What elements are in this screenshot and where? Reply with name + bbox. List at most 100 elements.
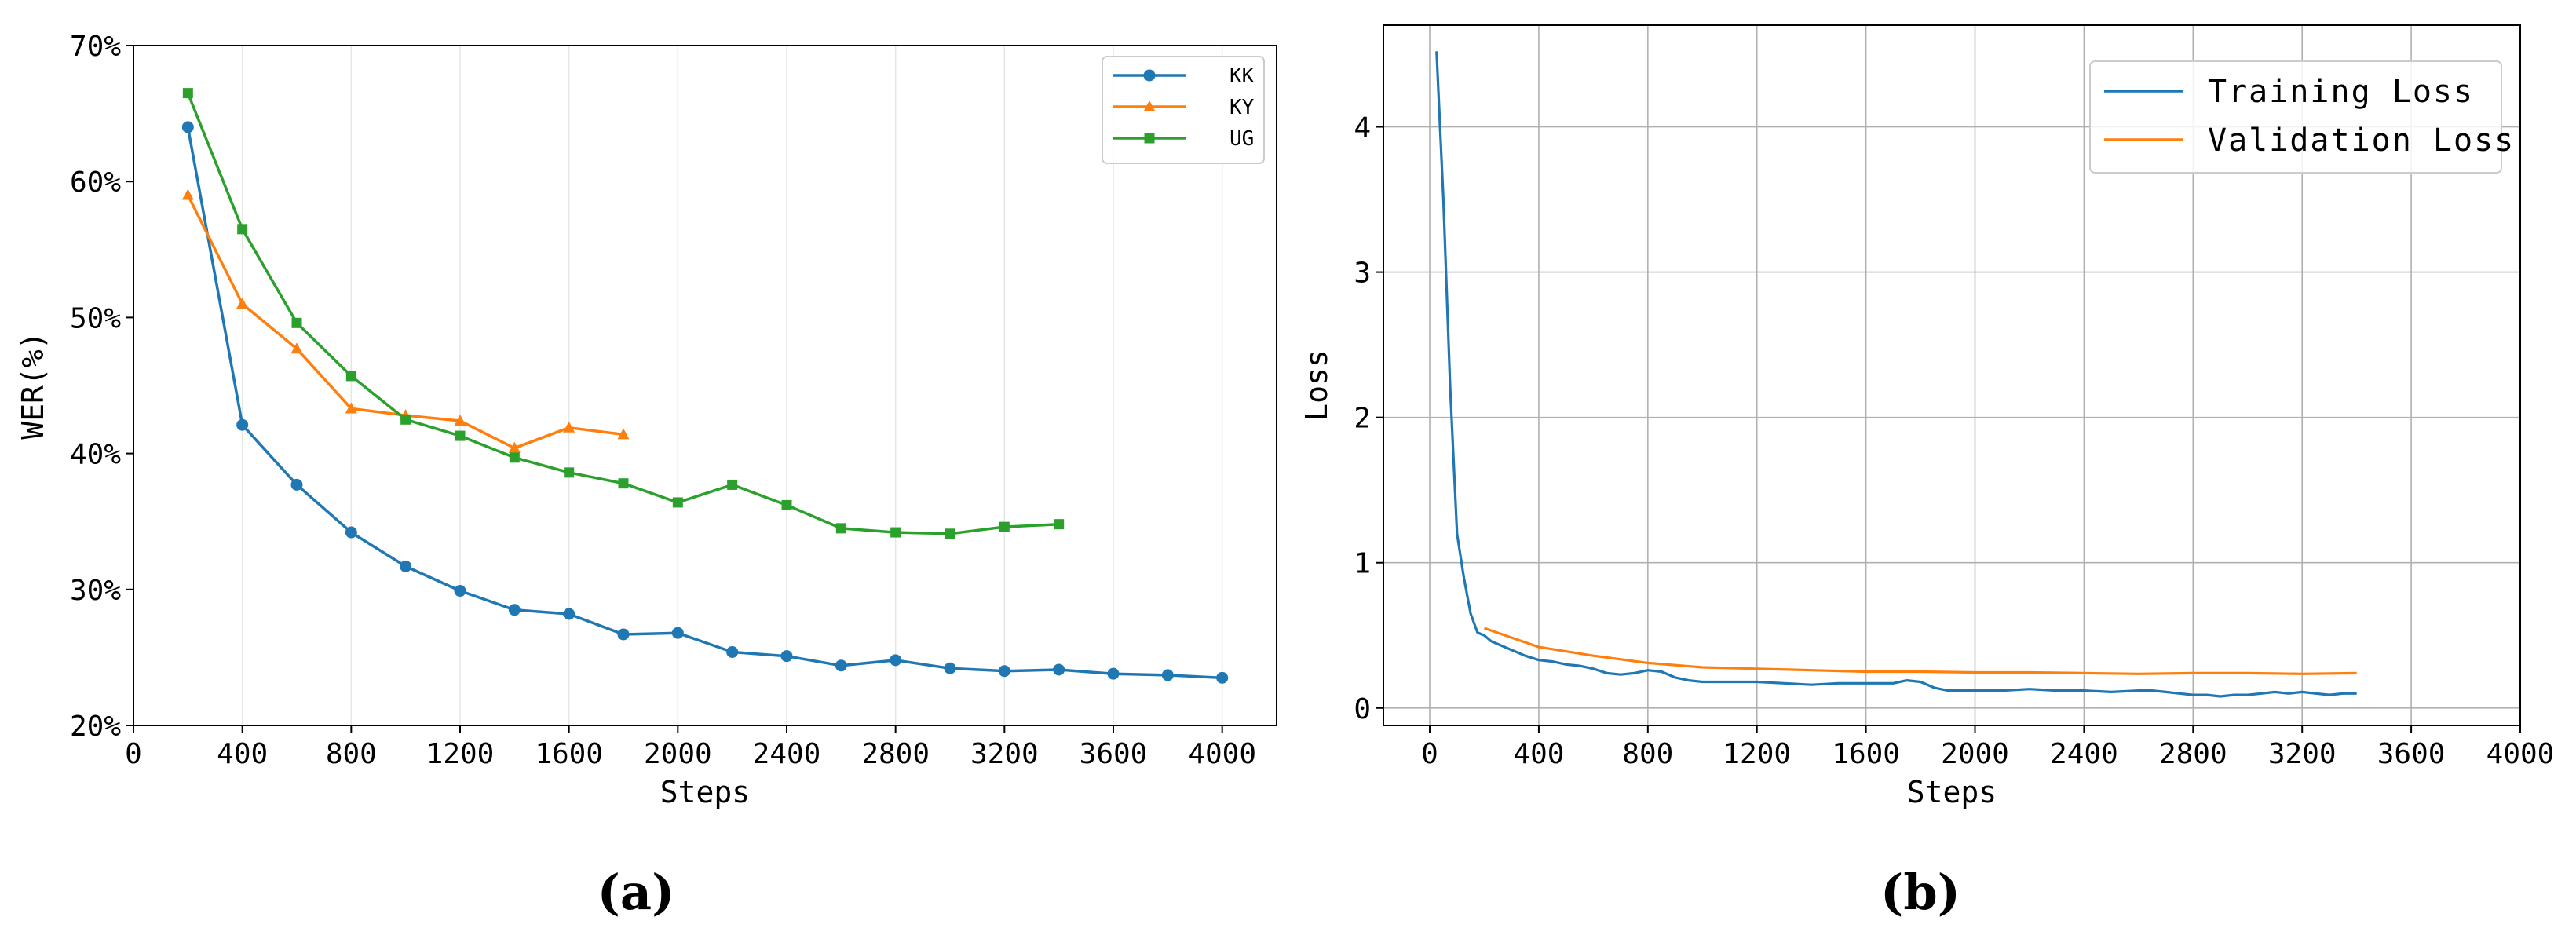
series-line-ug — [186, 92, 1059, 535]
data-point-ug — [237, 224, 248, 235]
legend-label-validation-loss: Validation Loss — [2208, 122, 2515, 159]
panel-b-xtick-label: 3600 — [2377, 738, 2446, 770]
data-point-ug — [182, 88, 193, 99]
panel-b-legend-box — [2089, 60, 2502, 174]
data-point-ky — [563, 421, 575, 433]
data-point-kk — [617, 628, 630, 641]
panel-b-series — [1435, 51, 2357, 698]
panel-a-wer-chart: 0 400 800 1200 1600 2000 2400 2800 3200 3600 4000 … — [16, 31, 1277, 921]
legend-label-training-loss: Training Loss — [2208, 74, 2474, 110]
panel-b-xtick-label: 2000 — [1941, 738, 2009, 770]
data-point-kk — [290, 478, 303, 491]
data-point-kk — [998, 665, 1010, 678]
panel-a-grid — [133, 46, 1223, 725]
data-point-ug — [564, 467, 575, 478]
panel-b-axes-frame — [1383, 24, 2521, 726]
legend-marker-kk — [1143, 69, 1156, 82]
panel-a-xtick-label: 2000 — [644, 738, 712, 770]
panel-a-axes-frame — [133, 45, 1277, 726]
panel-a-xtick-label: 3600 — [1080, 738, 1148, 770]
panel-b-loss-chart: 0 400 800 1200 1600 2000 2400 2800 3200 3600 4000 … — [1299, 24, 2554, 921]
series-line-training-loss — [1435, 51, 2357, 698]
panel-b-ylabel: Loss — [1299, 349, 1334, 422]
data-point-kk — [1216, 671, 1229, 684]
data-point-ug — [835, 523, 846, 534]
panel-b-yticks: 0 1 2 3 4 — [1354, 112, 1383, 725]
data-point-kk — [944, 662, 956, 674]
panel-a-xtick-label: 1600 — [535, 738, 603, 770]
panel-a-ytick-label: 70% — [70, 31, 121, 63]
data-point-ug — [781, 499, 792, 510]
panel-b-xtick-label: 3200 — [2268, 738, 2337, 770]
panel-a-ylabel: WER(%) — [16, 331, 50, 439]
panel-a-xticks: 0 400 800 1200 1600 2000 2400 2800 3200 3600 4000 — [125, 725, 1256, 770]
data-point-kk — [181, 121, 194, 133]
series-line-kk — [186, 126, 1222, 680]
panel-b-ytick-label: 3 — [1354, 258, 1371, 290]
data-point-kk — [508, 604, 521, 616]
panel-b-ytick-label: 0 — [1354, 693, 1371, 725]
series-line-validation-loss — [1483, 627, 2357, 675]
data-point-kk — [454, 585, 466, 597]
data-point-kk — [236, 418, 249, 431]
data-point-ug — [509, 452, 520, 463]
data-point-kk — [780, 650, 793, 663]
data-point-ky — [290, 342, 303, 354]
panel-a-series — [181, 88, 1229, 684]
panel-b-label: (b) — [1880, 864, 1960, 921]
panel-b-xtick-label: 0 — [1421, 738, 1438, 770]
panel-b-xtick-label: 800 — [1622, 738, 1673, 770]
data-point-ug — [672, 497, 683, 508]
panel-a-ytick-label: 60% — [70, 166, 121, 199]
data-point-ug — [1054, 519, 1065, 530]
panel-a-label: (a) — [597, 864, 675, 921]
panel-a-xtick-label: 4000 — [1188, 738, 1256, 770]
data-point-kk — [726, 645, 739, 658]
data-point-ug — [999, 521, 1010, 532]
data-point-ug — [890, 527, 901, 538]
data-point-kk — [345, 526, 357, 539]
data-point-ug — [727, 479, 738, 490]
legend-marker-ug — [1144, 133, 1155, 144]
panel-b-xtick-label: 1600 — [1832, 738, 1900, 770]
panel-a-xtick-label: 800 — [326, 738, 377, 770]
data-point-kk — [835, 659, 847, 672]
panel-b-ytick-label: 1 — [1354, 548, 1371, 580]
data-point-ug — [455, 430, 466, 441]
data-point-kk — [1161, 669, 1174, 681]
legend-label-kk: KK — [1230, 64, 1255, 88]
panel-b-xtick-label: 1200 — [1723, 738, 1791, 770]
panel-a-xtick-label: 400 — [217, 738, 268, 770]
panel-a-xlabel: Steps — [660, 775, 750, 809]
data-point-kk — [1053, 663, 1065, 676]
panel-a-xtick-label: 2400 — [753, 738, 821, 770]
data-point-ug — [945, 528, 955, 539]
panel-b-ytick-label: 4 — [1354, 112, 1371, 144]
panel-a-legend-box — [1102, 56, 1265, 164]
panel-a-xtick-label: 3200 — [970, 738, 1039, 770]
data-point-kk — [563, 608, 575, 620]
data-point-ky — [454, 415, 466, 426]
legend-label-ky: KY — [1230, 96, 1255, 119]
panel-a-xtick-label: 0 — [125, 738, 142, 770]
data-point-ky — [345, 402, 357, 414]
data-point-ky — [181, 188, 194, 200]
data-point-kk — [1107, 667, 1120, 680]
panel-b-xtick-label: 400 — [1513, 738, 1564, 770]
panel-b-xlabel: Steps — [1907, 775, 1997, 809]
panel-b-xtick-label: 2400 — [2050, 738, 2118, 770]
data-point-kk — [400, 560, 412, 572]
data-point-ky — [236, 298, 249, 309]
data-point-ug — [345, 371, 356, 382]
panel-a-legend: KK KY UG — [1102, 56, 1265, 164]
panel-b-ytick-label: 2 — [1354, 403, 1371, 435]
panel-a-xtick-label: 2800 — [861, 738, 930, 770]
data-point-ky — [508, 441, 521, 453]
data-point-ug — [618, 478, 629, 489]
panel-b-xtick-label: 4000 — [2486, 738, 2555, 770]
data-point-kk — [890, 654, 902, 667]
data-point-kk — [671, 627, 684, 639]
panel-b-xticks: 0 400 800 1200 1600 2000 2400 2800 3200 3600 4000 — [1421, 725, 2554, 770]
legend-label-ug: UG — [1230, 127, 1254, 151]
